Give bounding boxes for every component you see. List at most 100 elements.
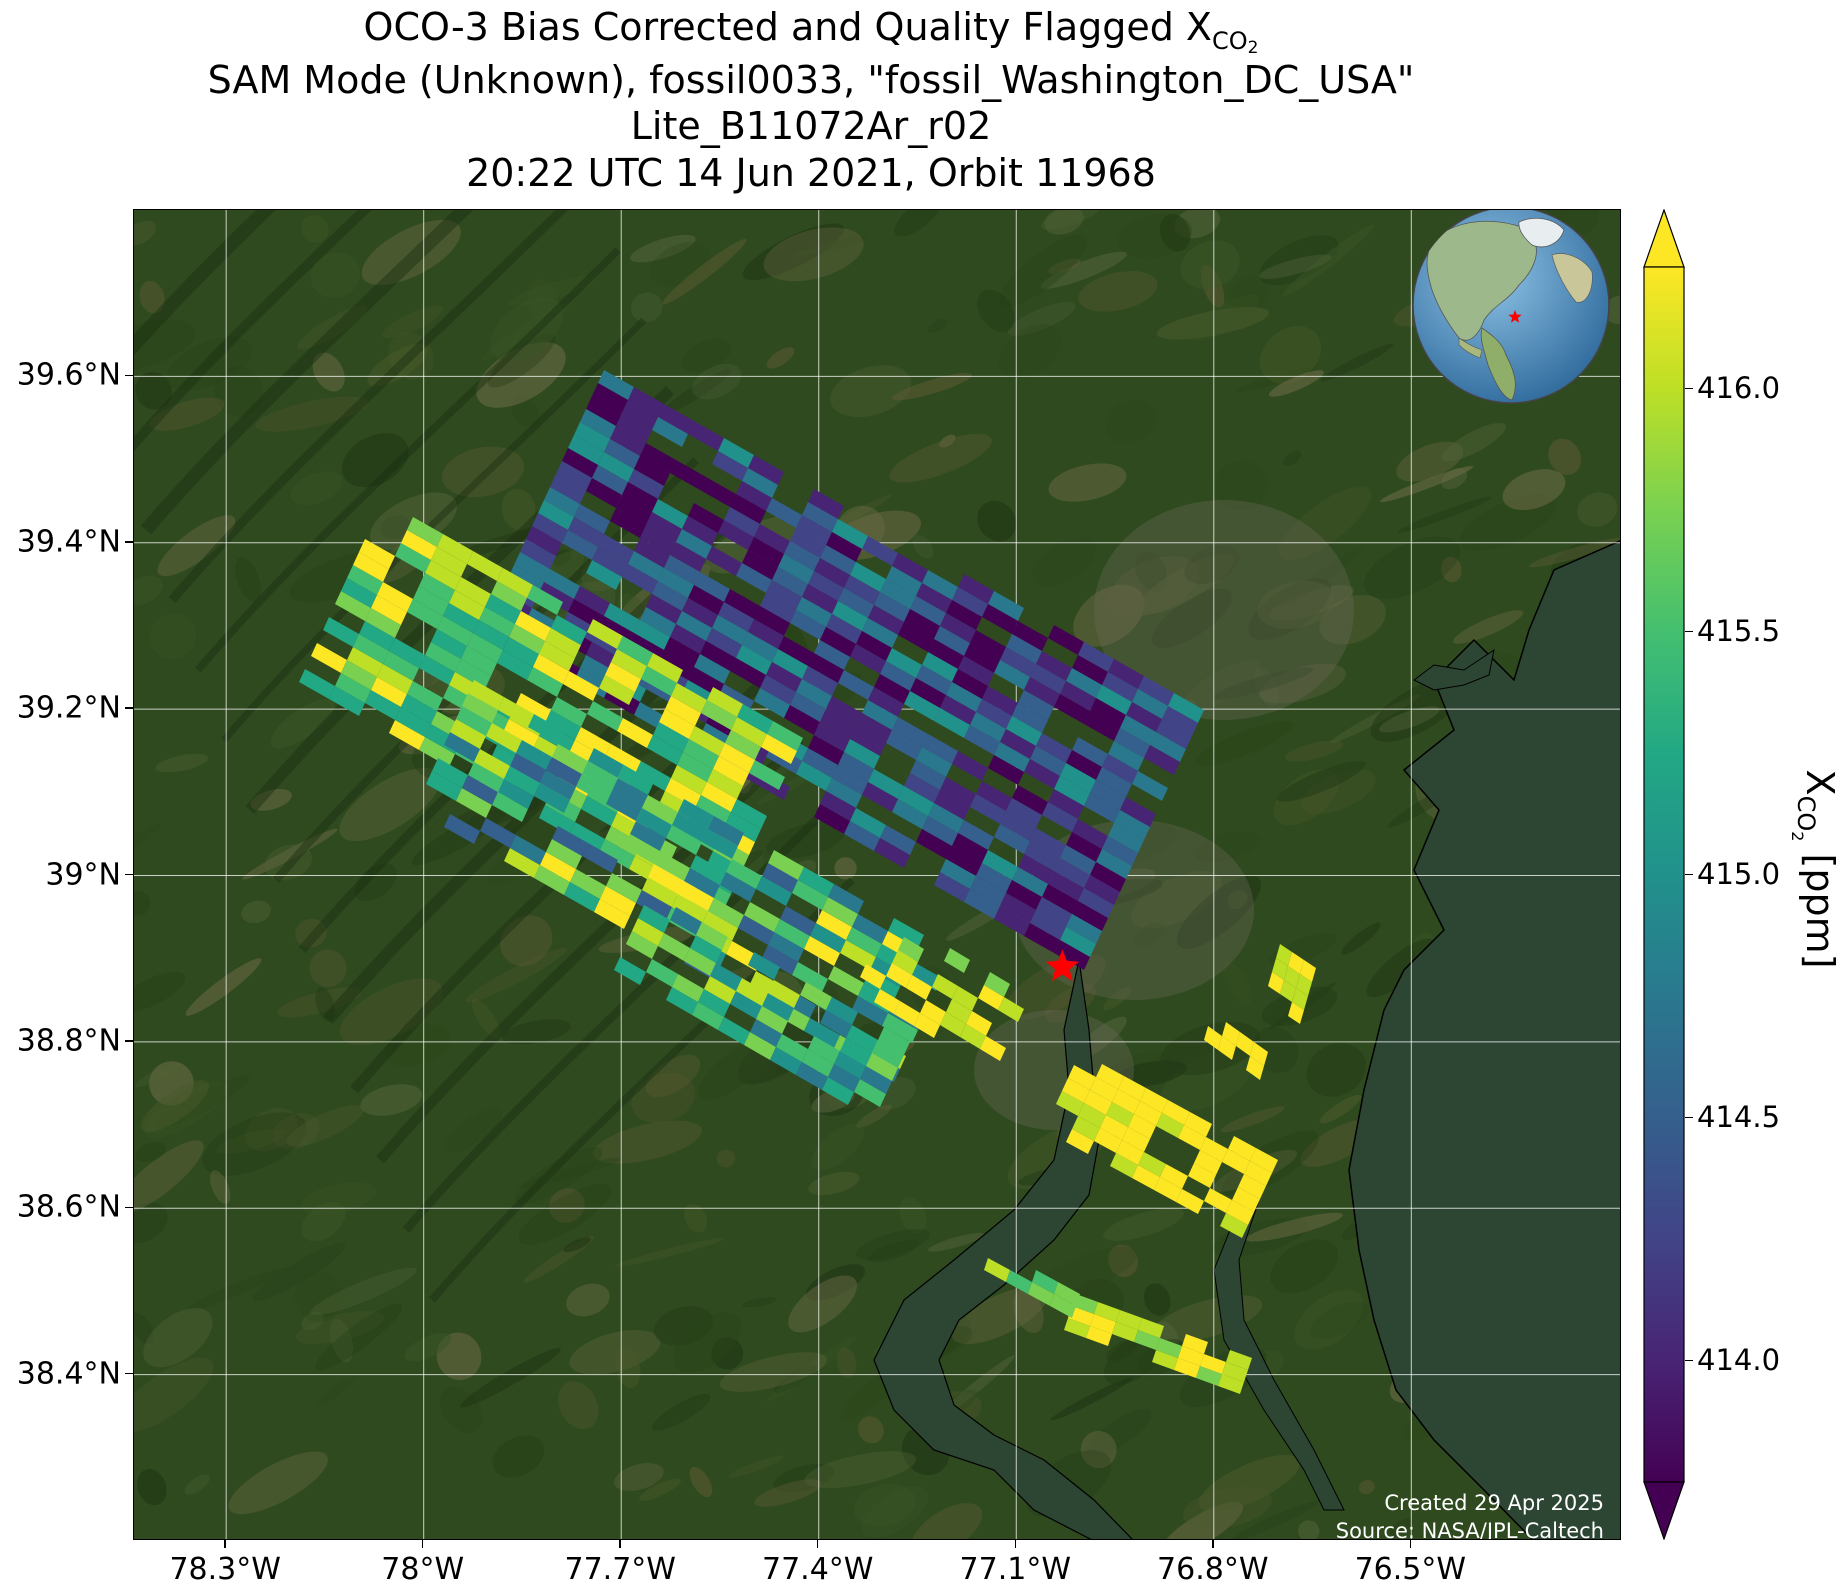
target-star-icon[interactable] — [1045, 949, 1079, 982]
sounding-cell — [701, 782, 737, 812]
sounding-cell — [738, 915, 774, 945]
sounding-cell — [754, 688, 790, 718]
sounding-cell — [503, 637, 539, 667]
sounding-cell — [750, 1019, 782, 1047]
sounding-cell — [1000, 811, 1036, 841]
sounding-cell — [515, 611, 551, 641]
sounding-cell — [1060, 845, 1096, 875]
lon-tick-label: 78.3°W — [169, 1552, 281, 1587]
sounding-cell — [672, 894, 708, 924]
sounding-cell — [1050, 1294, 1076, 1318]
sounding-cell — [736, 978, 768, 1006]
sounding-cell — [510, 753, 546, 783]
sounding-cell — [1012, 867, 1048, 897]
sounding-cell — [756, 1006, 788, 1034]
colorbar-label: XCO2 [ppm] — [1788, 769, 1838, 969]
sounding-cell — [754, 524, 790, 554]
sounding-cell — [816, 910, 852, 940]
sounding-cell — [1066, 668, 1102, 698]
sounding-cell — [710, 963, 742, 991]
sounding-cell — [702, 911, 738, 941]
sounding-cell — [762, 993, 794, 1021]
sounding-cell — [856, 713, 892, 743]
sounding-cell — [690, 855, 726, 885]
sounding-cell — [826, 532, 862, 562]
title-line-1: OCO-3 Bias Corrected and Quality Flagged… — [363, 5, 1259, 58]
sounding-cell — [694, 572, 730, 602]
sounding-cell — [456, 706, 492, 736]
sounding-cell — [670, 907, 702, 935]
svg-text:Source: NASA/JPL-Caltech: Source: NASA/JPL-Caltech — [1336, 1519, 1604, 1540]
sounding-cell — [832, 765, 868, 795]
sounding-cell — [736, 645, 772, 675]
lat-tick-label: 38.8°N — [16, 1023, 121, 1059]
sounding-cell — [538, 582, 574, 612]
sounding-cell — [772, 649, 808, 679]
sounding-cell — [982, 686, 1018, 716]
sounding-cell — [766, 580, 802, 610]
sounding-cell — [1220, 1213, 1248, 1238]
sounding-cell — [1072, 655, 1108, 685]
sounding-cell — [868, 605, 904, 635]
sounding-cell — [533, 654, 569, 684]
sounding-cell — [874, 592, 910, 622]
sounding-cell — [628, 551, 664, 581]
sounding-cell — [647, 653, 683, 683]
sounding-cell — [550, 474, 586, 504]
sounding-cell — [1000, 893, 1036, 923]
sounding-cell — [862, 700, 898, 730]
sounding-cell — [934, 626, 970, 656]
sounding-cell — [611, 649, 647, 679]
sounding-cell — [1062, 1078, 1090, 1103]
sounding-cell — [1222, 1362, 1248, 1382]
sounding-cell — [1036, 651, 1072, 681]
sounding-cell — [940, 613, 976, 643]
sounding-cell — [970, 794, 1006, 824]
sounding-cell — [509, 624, 545, 654]
sounding-cell — [1060, 927, 1096, 957]
sounding-cell — [365, 608, 401, 638]
sounding-cell — [526, 526, 562, 556]
sounding-cell — [1134, 1330, 1160, 1350]
sounding-cell — [1072, 901, 1108, 931]
sounding-cell — [586, 478, 622, 508]
sounding-cell — [756, 876, 792, 906]
sounding-cell — [604, 603, 640, 633]
sounding-cell — [359, 621, 395, 651]
lat-tick-mark — [125, 873, 133, 876]
sounding-cell — [914, 1013, 940, 1038]
sounding-cell — [808, 489, 844, 519]
sounding-cell — [1100, 1115, 1128, 1140]
sounding-cell — [1048, 625, 1084, 655]
sounding-cell — [1090, 780, 1126, 810]
sounding-cell — [652, 417, 688, 447]
sounding-cell — [1250, 1148, 1278, 1173]
sounding-cell — [1066, 750, 1102, 780]
sounding-cell — [666, 987, 698, 1015]
sounding-cell — [988, 755, 1024, 785]
sounding-cell — [862, 536, 898, 566]
sounding-cell — [1028, 1282, 1054, 1306]
sounding-cell — [1134, 1101, 1162, 1126]
lon-tick-mark — [619, 1540, 621, 1548]
sounding-cell — [982, 850, 1018, 880]
sounding-cell — [587, 701, 623, 731]
sounding-cell — [467, 551, 503, 581]
sounding-cell — [1006, 634, 1042, 664]
sounding-cell — [838, 588, 874, 618]
sounding-cell — [704, 976, 736, 1004]
sounding-cell — [432, 758, 468, 788]
sounding-cell — [658, 650, 694, 680]
map-canvas[interactable]: Created 29 Apr 2025 Source: NASA/JPL-Cal… — [134, 210, 1621, 1540]
lon-tick-label: 77.1°W — [959, 1552, 1071, 1587]
sounding-cell — [731, 717, 767, 747]
sounding-cell — [527, 585, 563, 615]
map-panel[interactable]: Created 29 Apr 2025 Source: NASA/JPL-Cal… — [133, 209, 1621, 1540]
sounding-cell — [1078, 642, 1114, 672]
sounding-cell — [808, 571, 844, 601]
sounding-cell — [598, 534, 634, 564]
colorbar-tick-label: 415.5 — [1697, 613, 1781, 648]
sounding-cell — [474, 749, 510, 779]
sounding-cell — [1236, 1032, 1254, 1056]
sounding-cell — [1006, 880, 1042, 910]
